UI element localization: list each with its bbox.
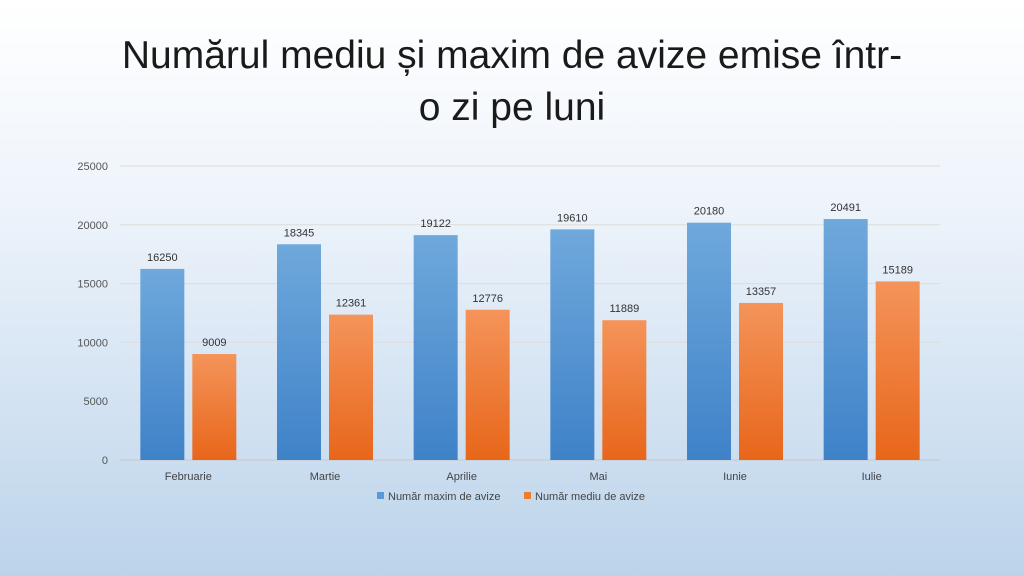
- data-label: 19610: [557, 212, 588, 224]
- bar-mean-februarie: [192, 354, 237, 460]
- data-label: 12776: [472, 293, 503, 305]
- y-tick-label: 15000: [77, 279, 108, 291]
- data-label: 20491: [830, 202, 861, 214]
- bar-max-martie: [277, 244, 321, 460]
- chart-title-line-2: o zi pe luni: [418, 86, 606, 129]
- legend: Număr maxim de avize Număr mediu de avize: [377, 491, 645, 503]
- bar-mean-aprilie: [465, 309, 510, 460]
- y-axis: 0 5000 10000 15000 20000 25000: [77, 161, 108, 467]
- data-label: 15189: [882, 264, 913, 276]
- bar-mean-martie: [329, 314, 373, 460]
- data-label: 20180: [694, 206, 725, 218]
- data-label: 13357: [746, 286, 777, 298]
- legend-entry: Număr maxim de avize: [388, 491, 500, 503]
- y-tick-label: 5000: [84, 396, 108, 408]
- x-tick-label: Martie: [310, 471, 341, 483]
- legend-swatch: [377, 492, 384, 499]
- x-tick-label: Iunie: [723, 471, 747, 483]
- bar-max-iulie: [823, 219, 868, 460]
- data-labels: 16250 9009 18345 12361 19122 12776 19610 11889 2…: [147, 202, 913, 349]
- legend-entry: Număr mediu de avize: [535, 491, 645, 503]
- x-tick-label: Iulie: [862, 471, 882, 483]
- bar-max-iunie: [687, 222, 731, 460]
- chart-title: Numărul mediu și maxim de avize emise în…: [62, 30, 962, 134]
- legend-swatch: [524, 492, 531, 499]
- data-label: 12361: [336, 298, 367, 310]
- data-label: 18345: [284, 227, 315, 239]
- x-tick-label: Mai: [589, 471, 607, 483]
- x-axis: Februarie Martie Aprilie Mai Iunie Iulie: [165, 471, 882, 483]
- bar-max-mai: [550, 229, 595, 460]
- x-tick-label: Februarie: [165, 471, 212, 483]
- y-tick-label: 10000: [77, 337, 108, 349]
- data-label: 9009: [202, 337, 226, 349]
- data-label: 19122: [420, 218, 451, 230]
- bars: [140, 219, 920, 460]
- bar-mean-mai: [602, 320, 647, 460]
- y-tick-label: 0: [102, 455, 108, 467]
- bar-max-aprilie: [413, 235, 458, 460]
- y-tick-label: 20000: [77, 220, 108, 232]
- x-tick-label: Aprilie: [446, 471, 477, 483]
- data-label: 11889: [609, 303, 639, 315]
- bar-mean-iunie: [739, 302, 783, 460]
- data-label: 16250: [147, 252, 178, 264]
- y-tick-label: 25000: [77, 161, 108, 173]
- gridlines: [120, 165, 940, 461]
- bar-mean-iulie: [875, 281, 920, 460]
- chart-title-line-1: Numărul mediu și maxim de avize emise în…: [121, 34, 903, 77]
- bar-max-februarie: [140, 268, 185, 460]
